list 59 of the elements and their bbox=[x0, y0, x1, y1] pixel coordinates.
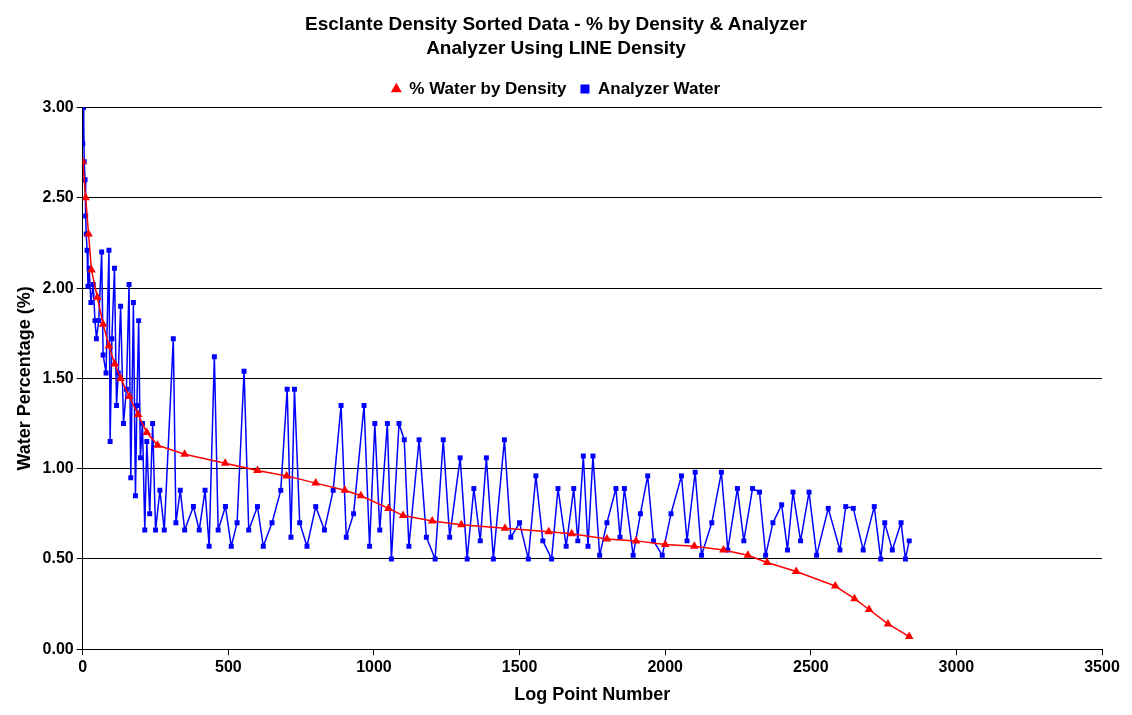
point bbox=[356, 490, 366, 499]
point bbox=[92, 292, 102, 300]
point bbox=[631, 535, 641, 544]
y-tick-label: 0.00 bbox=[42, 639, 74, 657]
point bbox=[142, 427, 152, 436]
point bbox=[311, 478, 321, 486]
point bbox=[904, 631, 914, 640]
point bbox=[850, 593, 859, 602]
chart-subtitle: Analyzer Using LINE Density bbox=[426, 37, 687, 59]
point bbox=[567, 528, 577, 537]
point bbox=[110, 358, 120, 367]
x-tick-label: 0 bbox=[78, 658, 88, 676]
y-tick-label: 3.00 bbox=[42, 98, 74, 116]
y-tick-label: 2.50 bbox=[42, 188, 74, 206]
point bbox=[87, 265, 96, 273]
legend-label: Analyzer Water bbox=[597, 78, 721, 98]
point bbox=[456, 519, 466, 528]
point bbox=[791, 566, 801, 575]
chart-title: Esclante Density Sorted Data - % by Density & Analyzer bbox=[305, 12, 808, 34]
point bbox=[125, 391, 134, 399]
point bbox=[719, 544, 728, 553]
point bbox=[82, 192, 90, 201]
point bbox=[427, 516, 437, 524]
y-tick-label: 1.50 bbox=[42, 368, 74, 386]
point bbox=[660, 539, 670, 547]
point bbox=[398, 510, 408, 519]
x-tick-label: 2500 bbox=[792, 658, 829, 676]
point bbox=[98, 319, 108, 327]
y-axis-title: Water Percentage (%) bbox=[13, 286, 34, 471]
point bbox=[864, 604, 874, 612]
point bbox=[153, 440, 162, 448]
point bbox=[544, 526, 554, 535]
point bbox=[220, 458, 230, 466]
point bbox=[180, 449, 189, 457]
x-axis-title: Log Point Number bbox=[514, 684, 671, 705]
x-tick-label: 500 bbox=[215, 658, 242, 676]
point bbox=[133, 409, 143, 418]
point bbox=[762, 557, 772, 566]
x-tick-label: 1000 bbox=[356, 658, 392, 676]
point bbox=[500, 523, 510, 531]
point bbox=[883, 618, 893, 627]
point bbox=[282, 470, 291, 479]
point bbox=[340, 485, 350, 493]
y-tick-label: 0.50 bbox=[42, 549, 74, 567]
legend-label: % Water by Density bbox=[409, 78, 568, 98]
x-tick-label: 1500 bbox=[501, 658, 538, 676]
point bbox=[602, 534, 612, 542]
y-tick-label: 1.00 bbox=[42, 459, 74, 477]
point bbox=[253, 465, 262, 473]
x-tick-label: 2000 bbox=[647, 658, 684, 676]
y-tick-label: 2.00 bbox=[42, 278, 74, 296]
point bbox=[104, 340, 114, 349]
point bbox=[830, 581, 840, 589]
x-tick-label: 3500 bbox=[1084, 658, 1120, 676]
point bbox=[116, 373, 125, 381]
point bbox=[743, 550, 753, 558]
point bbox=[384, 503, 393, 511]
x-tick-label: 3000 bbox=[938, 658, 975, 676]
point bbox=[689, 541, 699, 549]
